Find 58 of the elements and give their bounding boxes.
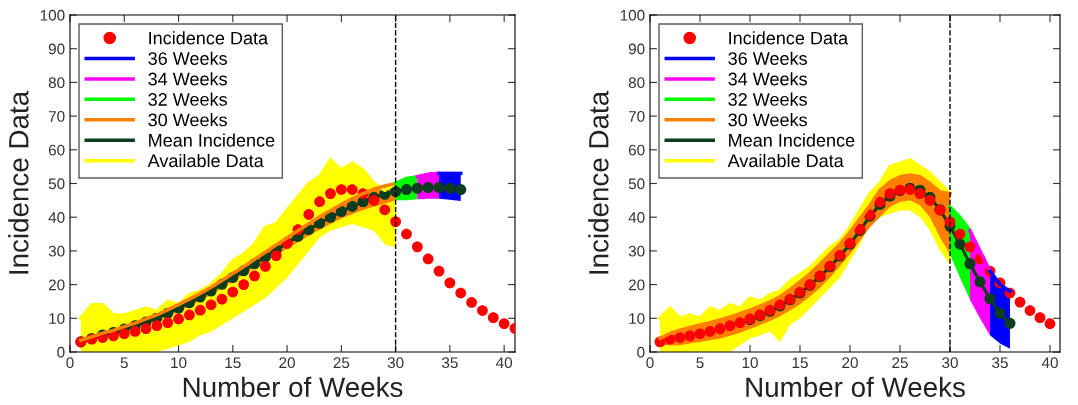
y-tick-label: 20: [48, 279, 65, 291]
y-tick-label: 50: [628, 178, 645, 190]
y-tick-label: 80: [48, 77, 65, 89]
x-tick-label: 30: [942, 357, 958, 369]
y-tick-label: 30: [48, 245, 65, 257]
x-tick-label: 35: [441, 357, 458, 369]
x-tick-label: 15: [792, 357, 808, 369]
y-tick-label: 60: [48, 144, 65, 156]
x-tick-label: 15: [225, 357, 241, 369]
legend-label: 30 Weeks: [728, 113, 807, 127]
y-axis-title: Incidence Data: [8, 90, 29, 274]
y-tick-label: 60: [628, 144, 645, 156]
legend-label: Incidence Data: [729, 31, 849, 45]
y-tick-label: 50: [48, 178, 65, 190]
y-axis-title: Incidence Data: [588, 90, 609, 274]
legend-label: 36 Weeks: [728, 51, 807, 65]
x-tick-label: 30: [387, 357, 404, 369]
y-tick-label: 30: [628, 245, 645, 257]
x-tick-label: 25: [333, 357, 350, 369]
y-tick-label: 80: [628, 77, 645, 89]
y-tick-label: 100: [40, 9, 65, 21]
x-axis-title: Number of Weeks: [746, 376, 965, 398]
y-tick-label: 40: [628, 212, 645, 223]
x-tick-label: 40: [496, 357, 513, 369]
y-tick-label: 20: [628, 279, 645, 291]
x-tick-label: 40: [1041, 357, 1058, 369]
x-tick-label: 10: [171, 357, 187, 369]
x-tick-label: 5: [120, 357, 128, 369]
x-tick-label: 0: [646, 357, 654, 369]
legend-label: 34 Weeks: [728, 72, 807, 86]
legend-label: Mean Incidence: [729, 133, 855, 147]
y-tick-label: 70: [48, 110, 65, 122]
x-tick-label: 0: [66, 357, 74, 369]
y-tick-label: 40: [48, 212, 65, 223]
legend-label: 32 Weeks: [148, 92, 227, 106]
legend-label: Incidence Data: [149, 31, 269, 45]
legend-label: 32 Weeks: [728, 92, 807, 106]
legend-label: Available Data: [147, 153, 264, 168]
x-axis-title: Number of Weeks: [183, 376, 403, 398]
x-tick-label: 10: [742, 357, 758, 369]
y-tick-label: 10: [629, 313, 645, 324]
legend-label: Available Data: [727, 153, 844, 168]
y-tick-label: 0: [57, 346, 65, 358]
x-tick-label: 35: [992, 357, 1008, 369]
y-tick-label: 100: [620, 9, 645, 21]
legend-label: 34 Weeks: [148, 72, 227, 86]
x-tick-label: 25: [892, 357, 908, 369]
legend-label: Mean Incidence: [149, 133, 275, 147]
x-tick-label: 20: [842, 357, 858, 369]
legend-label: 36 Weeks: [148, 51, 227, 65]
y-tick-label: 90: [48, 43, 65, 55]
x-tick-label: 20: [279, 357, 295, 369]
y-tick-label: 70: [628, 110, 645, 122]
x-tick-label: 5: [696, 357, 704, 369]
y-tick-label: 90: [628, 43, 645, 55]
legend-label: 30 Weeks: [148, 113, 227, 127]
y-tick-label: 0: [637, 346, 645, 358]
y-tick-label: 10: [49, 313, 65, 324]
